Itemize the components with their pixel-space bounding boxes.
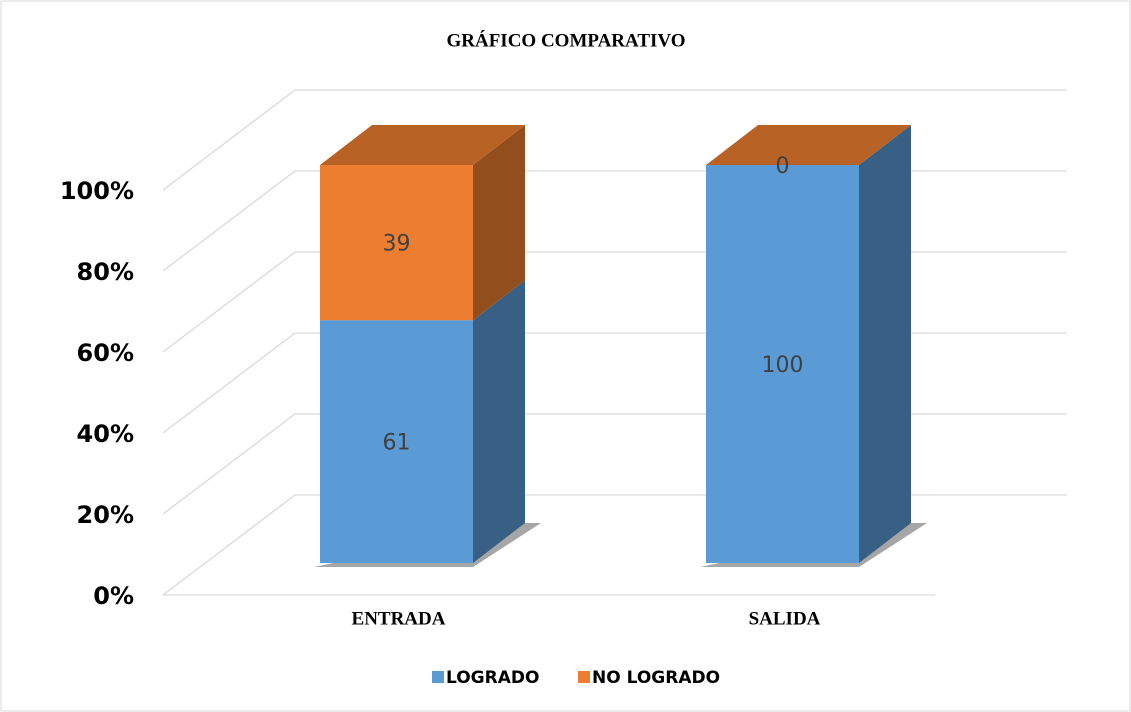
legend-swatch <box>578 671 590 683</box>
y-tick-label: 100% <box>60 177 134 205</box>
y-tick-label: 40% <box>77 420 134 448</box>
data-label: 61 <box>383 431 411 456</box>
bar-side <box>473 125 525 321</box>
y-tick-label: 0% <box>93 582 134 610</box>
bar-side <box>859 125 911 563</box>
x-tick-label: ENTRADA <box>352 608 446 629</box>
bar-top <box>320 125 525 165</box>
bar-front <box>320 165 473 321</box>
legend-swatch <box>432 671 444 683</box>
data-label: 39 <box>383 232 411 257</box>
bar-front <box>706 165 859 563</box>
data-label: 0 <box>776 154 790 179</box>
x-tick-label: SALIDA <box>749 608 821 629</box>
bar-front <box>320 320 473 563</box>
data-label: 100 <box>762 353 804 378</box>
chart-title: GRÁFICO COMPARATIVO <box>446 29 685 51</box>
grid-line <box>162 89 1067 191</box>
legend-label: LOGRADO <box>446 668 539 688</box>
y-tick-label: 80% <box>77 258 134 286</box>
legend-label: NO LOGRADO <box>592 668 720 688</box>
bar-side <box>473 280 525 563</box>
y-tick-label: 20% <box>77 501 134 529</box>
bar-top <box>706 125 911 165</box>
y-tick-label: 60% <box>77 339 134 367</box>
